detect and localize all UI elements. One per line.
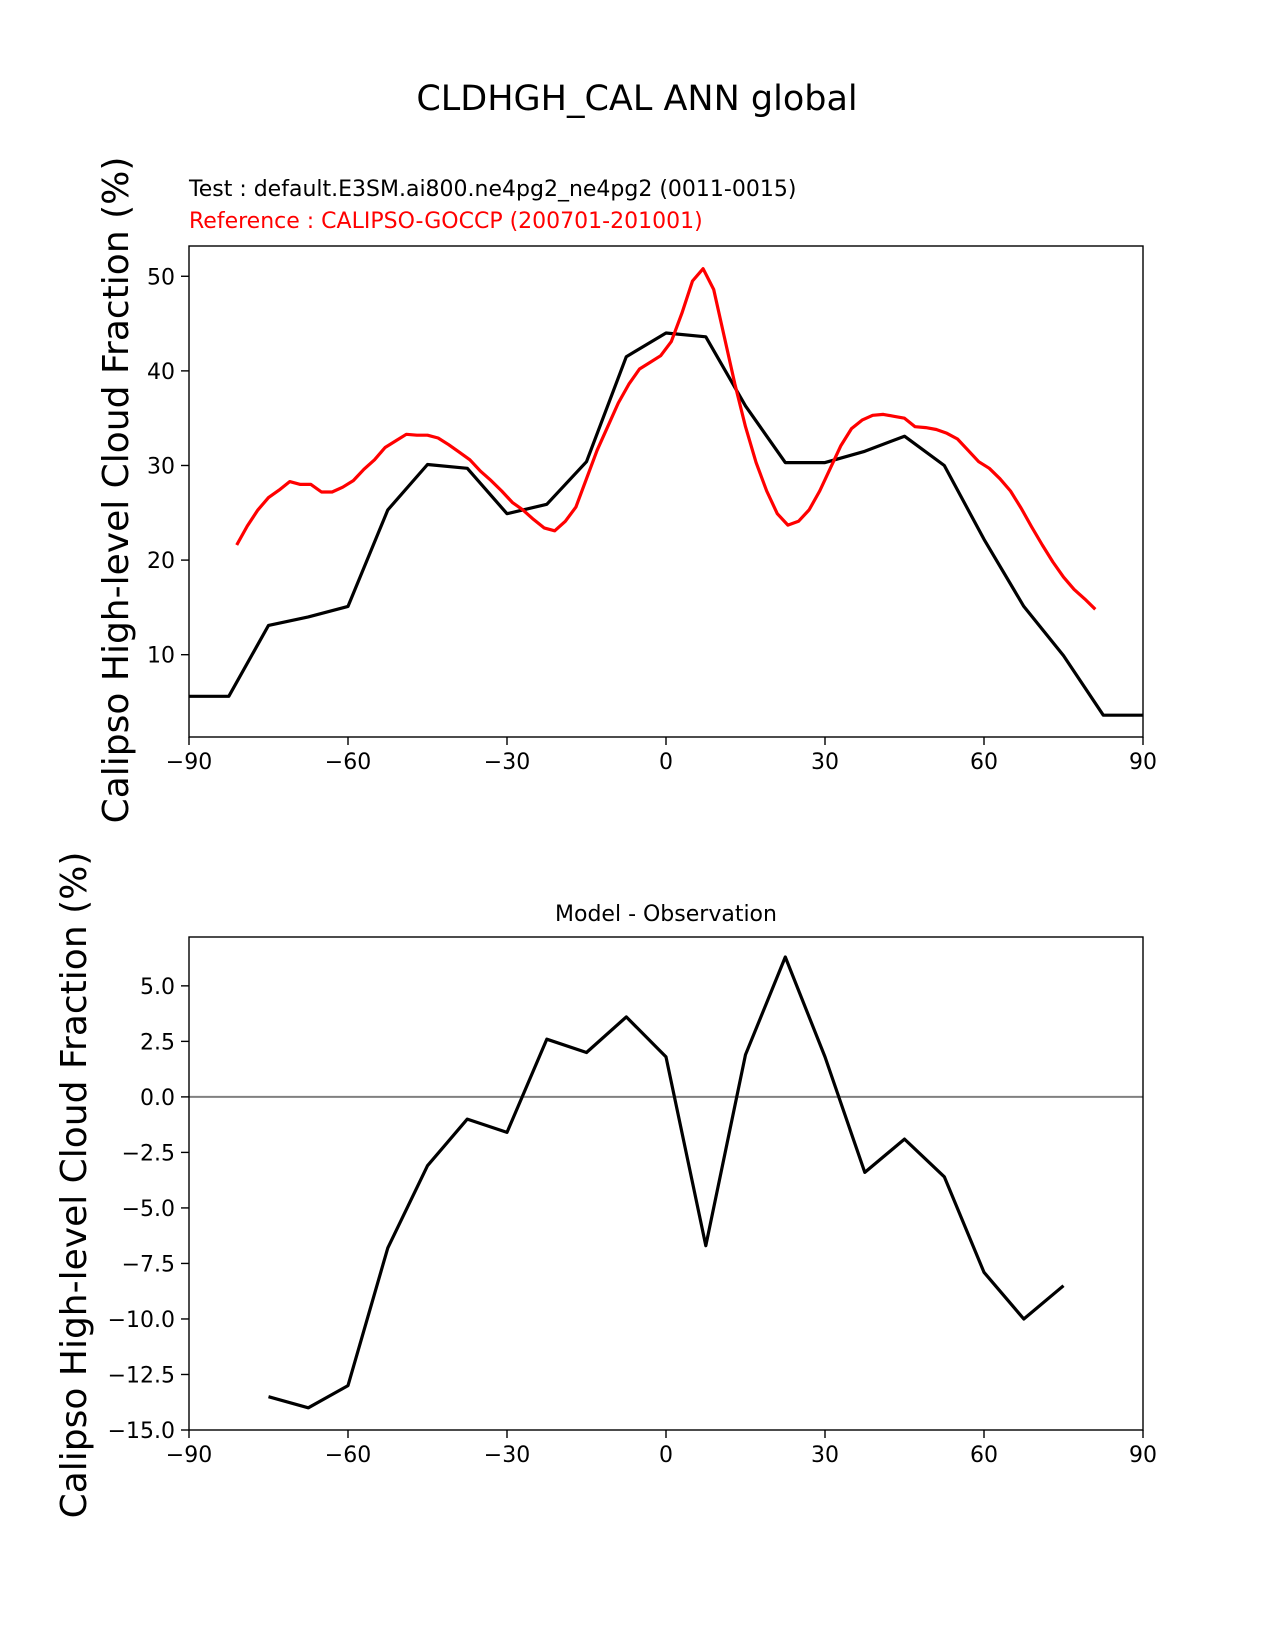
top-x-tick-label: 90 — [1129, 750, 1157, 775]
bottom-x-tick-label: −60 — [325, 1443, 371, 1468]
bottom-y-tick-label: −12.5 — [108, 1363, 175, 1388]
bottom-x-tick-label: 0 — [659, 1443, 673, 1468]
bottom-y-tick-label: 5.0 — [140, 975, 175, 1000]
top-x-tick-label: 0 — [659, 750, 673, 775]
bottom-y-tick-label: −7.5 — [122, 1252, 175, 1277]
figure-title: CLDHGH_CAL ANN global — [416, 79, 857, 119]
bottom-y-tick-label: 0.0 — [140, 1086, 175, 1111]
top-x-tick-label: −90 — [166, 750, 212, 775]
bottom-y-tick-label: −15.0 — [108, 1419, 175, 1444]
top-y-tick-label: 30 — [147, 454, 175, 479]
top-y-tick-label: 20 — [147, 549, 175, 574]
top-x-tick-label: −30 — [484, 750, 530, 775]
bottom-difference-line — [268, 955, 1065, 1410]
top-reference-line — [235, 267, 1097, 611]
bottom-y-axis-label: Calipso High-level Cloud Fraction (%) — [54, 852, 95, 1519]
bottom-y-tick-label: −5.0 — [122, 1197, 175, 1222]
bottom-y-tick-label: −2.5 — [122, 1141, 175, 1166]
top-axes: −90 −60 −30 0 30 60 90 10 20 30 40 50 — [147, 245, 1157, 775]
top-test-line — [189, 331, 1143, 717]
bottom-y-tick-label: −10.0 — [108, 1308, 175, 1333]
top-y-tick-label: 40 — [147, 360, 175, 385]
bottom-y-tick-label: 2.5 — [140, 1030, 175, 1055]
top-y-tick-label: 50 — [147, 265, 175, 290]
bottom-x-tick-label: −30 — [484, 1443, 530, 1468]
bottom-axes-title: Model - Observation — [555, 902, 777, 927]
top-x-tick-label: 30 — [811, 750, 839, 775]
bottom-axes: −90 −60 −30 0 30 60 90 −15.0 −12.5 −10.0 −7.5 −5.0 −… — [108, 936, 1157, 1468]
top-x-tick-label: 60 — [970, 750, 998, 775]
reference-dataset-label: Reference : CALIPSO-GOCCP (200701-201001… — [189, 209, 703, 234]
bottom-x-tick-label: 90 — [1129, 1443, 1157, 1468]
bottom-x-tick-label: 60 — [970, 1443, 998, 1468]
bottom-x-tick-label: 30 — [811, 1443, 839, 1468]
top-y-axis-label: Calipso High-level Cloud Fraction (%) — [96, 157, 137, 824]
bottom-x-tick-label: −90 — [166, 1443, 212, 1468]
top-y-tick-label: 10 — [147, 644, 175, 669]
test-dataset-label: Test : default.E3SM.ai800.ne4pg2_ne4pg2 … — [188, 177, 796, 202]
top-x-tick-label: −60 — [325, 750, 371, 775]
